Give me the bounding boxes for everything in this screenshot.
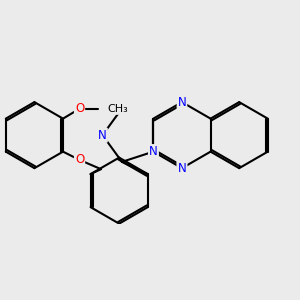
Text: O: O	[75, 102, 84, 115]
Text: N: N	[178, 96, 186, 109]
Text: O: O	[75, 153, 84, 167]
Text: N: N	[98, 129, 107, 142]
Text: CH₃: CH₃	[108, 104, 127, 114]
Text: N: N	[149, 145, 158, 158]
Text: CH₃: CH₃	[107, 104, 128, 114]
Text: N: N	[149, 145, 158, 158]
Text: N: N	[178, 162, 186, 175]
Text: O: O	[75, 153, 84, 167]
Text: N: N	[178, 162, 186, 175]
Text: O: O	[75, 102, 84, 115]
